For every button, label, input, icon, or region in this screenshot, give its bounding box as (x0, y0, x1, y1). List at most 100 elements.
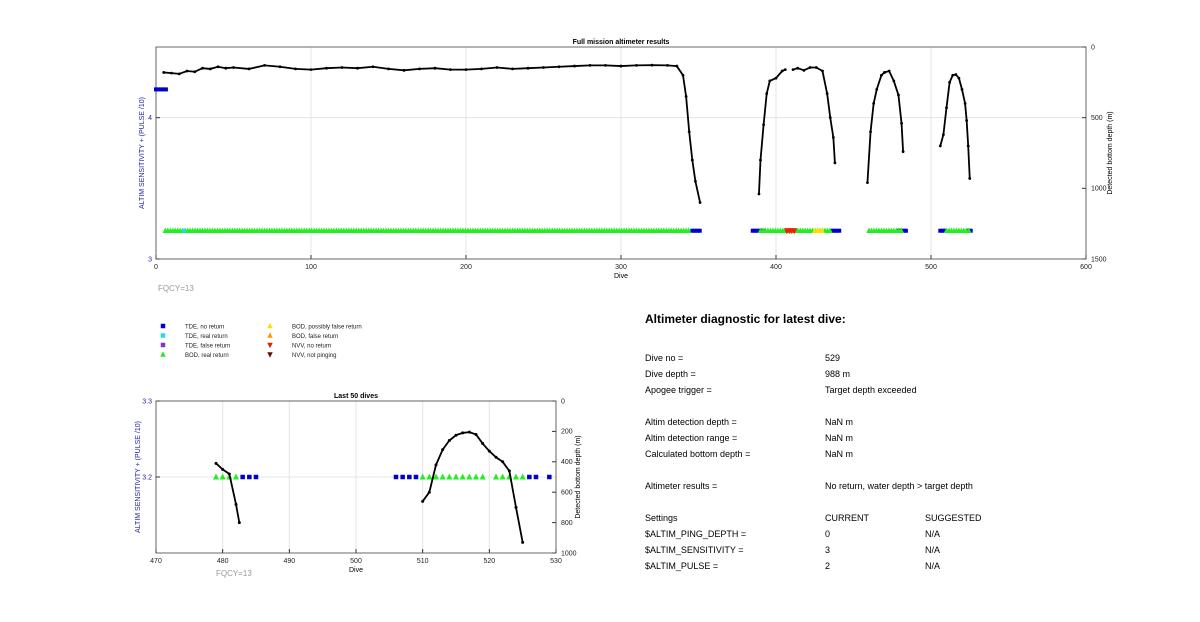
depth-point (635, 63, 638, 67)
depth-point (480, 67, 483, 71)
setting-marker (493, 473, 499, 480)
depth-point (866, 181, 869, 185)
x-tick-label: 490 (283, 558, 295, 565)
y2-tick-label: 0 (1091, 44, 1095, 51)
setting-marker (400, 474, 405, 480)
setting-marker (240, 474, 245, 480)
setting-suggested: N/A (925, 561, 941, 571)
x-tick-label: 200 (460, 264, 472, 271)
setting-suggested: N/A (925, 529, 941, 539)
depth-point (421, 499, 425, 503)
depth-point (162, 71, 166, 74)
x-axis-label: Dive (349, 567, 363, 574)
depth-point (325, 66, 328, 70)
setting-marker (163, 87, 168, 92)
depth-point (216, 65, 220, 69)
depth-point (521, 540, 525, 544)
depth-point (938, 144, 942, 148)
depth-point (963, 102, 967, 105)
plot-frame (155, 46, 1087, 260)
depth-point (690, 158, 694, 162)
depth-point (957, 76, 961, 80)
depth-point (454, 433, 458, 437)
depth-point (447, 439, 451, 443)
x-tick-label: 510 (417, 558, 429, 565)
depth-point (263, 63, 266, 67)
setting-name: $ALTIM_PULSE = (645, 561, 719, 571)
legend-label: BOD, possibly false return (292, 325, 362, 331)
setting-marker (753, 228, 758, 233)
y2-tick-label: 1500 (1091, 256, 1107, 263)
diagnostic-title: Altimeter diagnostic for latest dive: (645, 312, 846, 326)
setting-marker (433, 473, 439, 480)
depth-line (421, 431, 524, 543)
fqcy-annotation: FQCY=13 (158, 284, 194, 293)
depth-point (214, 461, 218, 465)
suggested-header: SUGGESTED (925, 513, 982, 523)
plot-frame (155, 400, 557, 554)
depth-point (783, 68, 787, 72)
depth-point (768, 79, 772, 83)
depth-point (433, 66, 437, 70)
setting-marker (901, 228, 906, 233)
depth-point (698, 201, 702, 204)
setting-suggested: N/A (925, 545, 941, 555)
depth-point (901, 150, 905, 153)
depth-point (604, 63, 607, 67)
depth-point (224, 66, 228, 70)
depth-point (791, 68, 795, 72)
setting-marker (513, 473, 519, 480)
x-tick-label: 400 (770, 264, 782, 271)
legend-label: TDE, false return (185, 344, 230, 350)
depth-point (441, 448, 445, 452)
setting-marker (685, 227, 692, 233)
setting-marker (219, 473, 226, 480)
x-tick-label: 300 (615, 264, 627, 271)
depth-point (951, 73, 955, 77)
y-tick-label: 3.3 (142, 398, 152, 405)
depth-point (511, 67, 514, 71)
depth-point (774, 76, 778, 80)
depth-point (294, 67, 297, 71)
y2-axis-label: Detected bottom depth (m) (575, 435, 582, 518)
depth-line (758, 68, 786, 195)
depth-point (193, 70, 197, 74)
y2-tick-label: 1000 (561, 550, 577, 557)
setting-marker (453, 473, 459, 480)
depth-point (666, 63, 669, 67)
setting-marker (158, 87, 163, 92)
depth-point (474, 432, 478, 436)
y2-tick-label: 500 (1091, 115, 1103, 122)
depth-point (208, 67, 212, 71)
depth-point (759, 158, 762, 162)
depth-point (942, 133, 945, 137)
setting-marker (527, 474, 532, 480)
x-tick-label: 470 (150, 558, 162, 565)
setting-marker (419, 473, 426, 480)
depth-point (892, 79, 896, 83)
depth-point (434, 463, 438, 467)
depth-point (887, 69, 891, 73)
depth-point (449, 68, 452, 72)
last-50-dives-chart: 470 480 490 500 510 520 530 3.2 3.3 0 200 400 600 800… (135, 393, 582, 578)
depth-point (467, 430, 471, 434)
setting-marker (473, 473, 479, 480)
depth-point (694, 179, 697, 183)
depth-point (900, 121, 903, 125)
altim-detection-range-label: Altim detection range = (645, 433, 738, 443)
depth-point (650, 63, 654, 67)
chart-title: Full mission altimeter results (573, 39, 670, 46)
depth-point (185, 69, 189, 73)
setting-marker (791, 228, 798, 235)
setting-marker (233, 473, 239, 480)
depth-point (796, 66, 800, 70)
setting-marker (834, 228, 839, 233)
setting-marker (692, 228, 697, 233)
legend-label: TDE, real return (185, 334, 228, 340)
depth-point (948, 80, 951, 84)
legend-marker (160, 342, 166, 348)
depth-point (681, 73, 685, 77)
y2-tick-label: 800 (561, 520, 573, 527)
depth-point (487, 449, 491, 453)
